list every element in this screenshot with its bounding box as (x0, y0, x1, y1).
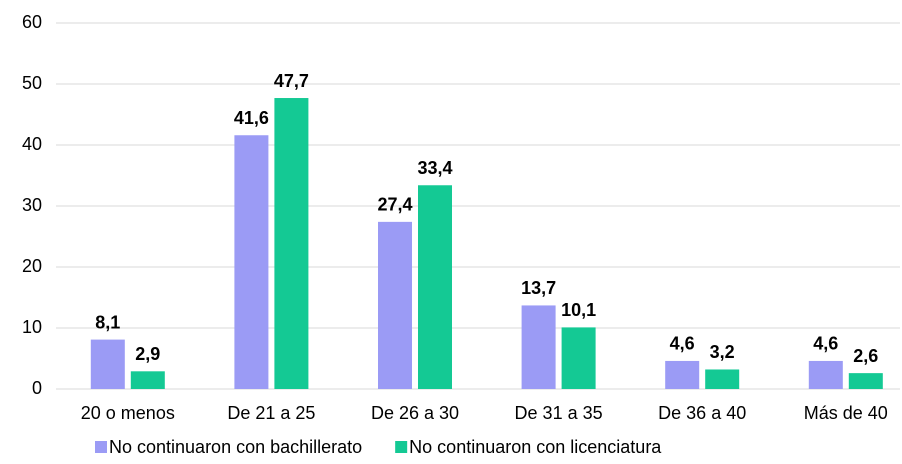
value-label: 27,4 (377, 195, 412, 215)
bar (521, 305, 556, 389)
bar (418, 185, 452, 389)
value-label: 4,6 (813, 334, 838, 354)
x-tick-label: 20 o menos (81, 403, 175, 423)
x-tick-label: De 31 a 35 (515, 403, 603, 423)
y-tick-label: 40 (22, 134, 42, 154)
bar (90, 339, 125, 389)
y-tick-label: 50 (22, 73, 42, 93)
legend-swatch (395, 441, 408, 453)
bar (378, 221, 412, 389)
value-label: 33,4 (417, 158, 452, 178)
legend-label: No continuaron con bachillerato (109, 437, 362, 457)
x-tick-label: De 36 a 40 (658, 403, 746, 423)
bar (274, 98, 309, 389)
value-label: 41,6 (234, 108, 269, 128)
y-tick-label: 10 (22, 317, 42, 337)
bar (561, 327, 596, 389)
value-label: 10,1 (561, 300, 596, 320)
x-tick-label: De 26 a 30 (371, 403, 459, 423)
bar (808, 360, 843, 389)
x-tick-label: De 21 a 25 (227, 403, 315, 423)
bar (130, 371, 165, 389)
x-tick-label: Más de 40 (804, 403, 888, 423)
y-tick-label: 0 (32, 378, 42, 398)
value-label: 8,1 (95, 312, 120, 332)
value-label: 3,2 (710, 342, 735, 362)
value-label: 2,6 (853, 346, 878, 366)
bar (848, 373, 883, 389)
legend-label: No continuaron con licenciatura (409, 437, 662, 457)
bar (234, 135, 269, 389)
y-tick-label: 60 (22, 12, 42, 32)
bar (665, 360, 700, 389)
bar (705, 369, 740, 389)
value-label: 47,7 (274, 71, 309, 91)
value-label: 13,7 (521, 278, 556, 298)
value-label: 2,9 (135, 344, 160, 364)
value-label: 4,6 (670, 334, 695, 354)
y-tick-label: 20 (22, 256, 42, 276)
legend-swatch (95, 441, 107, 453)
y-tick-label: 30 (22, 195, 42, 215)
